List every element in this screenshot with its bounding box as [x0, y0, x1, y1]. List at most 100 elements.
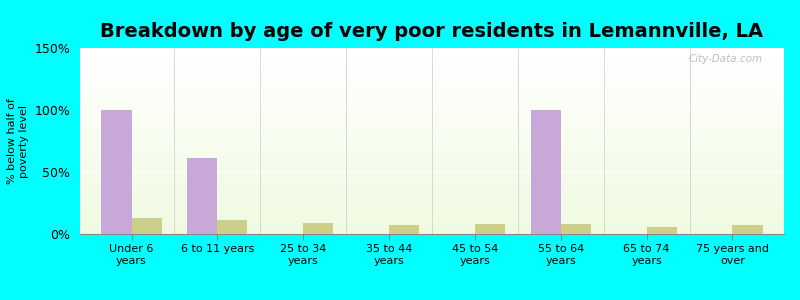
Bar	[80, 128, 784, 130]
Bar	[80, 96, 784, 98]
Bar	[80, 197, 784, 199]
Bar	[80, 115, 784, 117]
Bar	[80, 191, 784, 193]
Bar	[80, 195, 784, 197]
Bar	[80, 208, 784, 210]
Bar	[80, 87, 784, 89]
Bar	[80, 150, 784, 152]
Bar	[80, 217, 784, 219]
Bar	[80, 189, 784, 191]
Text: City-Data.com: City-Data.com	[689, 54, 763, 64]
Bar	[187, 158, 218, 234]
Bar	[475, 224, 505, 234]
Bar	[80, 132, 784, 134]
Bar	[80, 214, 784, 215]
Bar	[80, 226, 784, 228]
Bar	[80, 82, 784, 83]
Bar	[80, 225, 784, 226]
Bar	[80, 199, 784, 200]
Bar	[80, 228, 784, 230]
Bar	[80, 143, 784, 145]
Bar	[80, 180, 784, 182]
Bar	[80, 93, 784, 94]
Bar	[80, 165, 784, 167]
Bar	[80, 156, 784, 158]
Bar	[80, 74, 784, 76]
Bar	[102, 110, 131, 234]
Bar	[80, 154, 784, 156]
Bar	[80, 219, 784, 221]
Bar	[80, 80, 784, 82]
Bar	[80, 148, 784, 150]
Bar	[80, 111, 784, 113]
Bar	[80, 124, 784, 126]
Bar	[80, 63, 784, 65]
Bar	[80, 61, 784, 63]
Bar	[733, 225, 762, 234]
Bar	[80, 67, 784, 68]
Bar	[80, 161, 784, 163]
Bar	[80, 152, 784, 154]
Bar	[80, 104, 784, 106]
Bar	[80, 110, 784, 111]
Bar	[561, 224, 591, 234]
Bar	[80, 85, 784, 87]
Bar	[80, 137, 784, 139]
Bar	[80, 171, 784, 172]
Bar	[80, 158, 784, 160]
Bar	[80, 57, 784, 59]
Bar	[80, 121, 784, 122]
Bar	[80, 182, 784, 184]
Bar	[80, 107, 784, 110]
Bar	[80, 76, 784, 78]
Bar	[80, 175, 784, 176]
Bar	[80, 186, 784, 188]
Bar	[80, 89, 784, 91]
Bar	[131, 218, 162, 234]
Bar	[80, 52, 784, 54]
Bar	[80, 59, 784, 61]
Bar	[80, 145, 784, 147]
Bar	[80, 200, 784, 202]
Bar	[218, 220, 247, 234]
Bar	[80, 206, 784, 208]
Bar	[80, 94, 784, 96]
Bar	[80, 135, 784, 137]
Bar	[80, 212, 784, 214]
Bar	[80, 54, 784, 56]
Bar	[80, 68, 784, 70]
Bar	[80, 106, 784, 107]
Bar	[80, 117, 784, 119]
Bar	[80, 113, 784, 115]
Bar	[303, 223, 334, 234]
Bar	[80, 83, 784, 85]
Bar	[80, 98, 784, 100]
Bar	[80, 141, 784, 143]
Bar	[80, 48, 784, 50]
Bar	[80, 126, 784, 128]
Bar	[80, 70, 784, 72]
Bar	[80, 160, 784, 161]
Bar	[80, 202, 784, 204]
Bar	[80, 169, 784, 171]
Bar	[80, 193, 784, 195]
Bar	[80, 147, 784, 148]
Bar	[80, 210, 784, 212]
Bar	[80, 188, 784, 189]
Bar	[80, 178, 784, 180]
Y-axis label: % below half of
poverty level: % below half of poverty level	[7, 98, 29, 184]
Bar	[389, 225, 419, 234]
Bar	[80, 50, 784, 52]
Bar	[80, 122, 784, 124]
Bar	[80, 72, 784, 74]
Bar	[80, 232, 784, 234]
Bar	[80, 184, 784, 186]
Bar	[80, 204, 784, 206]
Bar	[80, 119, 784, 121]
Bar	[80, 78, 784, 80]
Bar	[646, 226, 677, 234]
Bar	[80, 167, 784, 169]
Bar	[80, 56, 784, 57]
Bar	[80, 163, 784, 165]
Bar	[80, 134, 784, 135]
